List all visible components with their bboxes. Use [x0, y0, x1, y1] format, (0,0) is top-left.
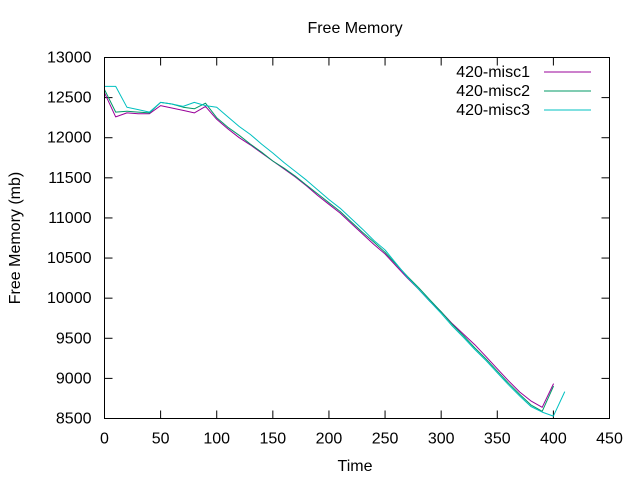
y-tick-label: 11000	[48, 210, 91, 227]
x-tick-label: 100	[203, 431, 230, 448]
chart-title: Free Memory	[307, 20, 402, 37]
y-tick-label: 11500	[48, 170, 91, 187]
x-tick-label: 300	[428, 431, 455, 448]
legend: 420-misc1 420-misc2 420-misc3	[456, 64, 591, 119]
x-axis-label: Time	[338, 458, 373, 475]
legend-label: 420-misc2	[456, 83, 530, 100]
x-tick-label: 350	[484, 431, 511, 448]
x-tick-label: 400	[540, 431, 567, 448]
x-tick-label: 0	[100, 431, 109, 448]
plot-frame	[104, 57, 610, 419]
y-tick-label: 12000	[47, 130, 92, 147]
x-tick-label: 200	[316, 431, 343, 448]
y-axis-label: Free Memory (mb)	[7, 172, 24, 304]
x-tick-label: 450	[596, 431, 623, 448]
series-line-420-misc2	[104, 89, 554, 412]
y-tick-label: 10500	[47, 250, 92, 267]
series-line-420-misc1	[104, 92, 554, 408]
x-tick-label: 250	[372, 431, 399, 448]
y-tick-label: 8500	[56, 411, 92, 428]
legend-label: 420-misc3	[456, 102, 530, 119]
plot-area	[104, 85, 566, 417]
x-tick-label: 150	[259, 431, 286, 448]
y-tick-label: 10000	[47, 290, 92, 307]
legend-label: 420-misc1	[456, 64, 530, 81]
y-tick-label: 13000	[47, 50, 92, 67]
series-line-420-misc3	[104, 85, 566, 417]
y-tick-label: 9500	[56, 330, 92, 347]
y-tick-label: 9000	[56, 370, 92, 387]
y-tick-label: 12500	[47, 90, 92, 107]
axis-ticks: 0 50 100 150 200 250 300 350 400 450 8500 9000 9500 1…	[47, 50, 623, 448]
x-tick-label: 50	[152, 431, 170, 448]
